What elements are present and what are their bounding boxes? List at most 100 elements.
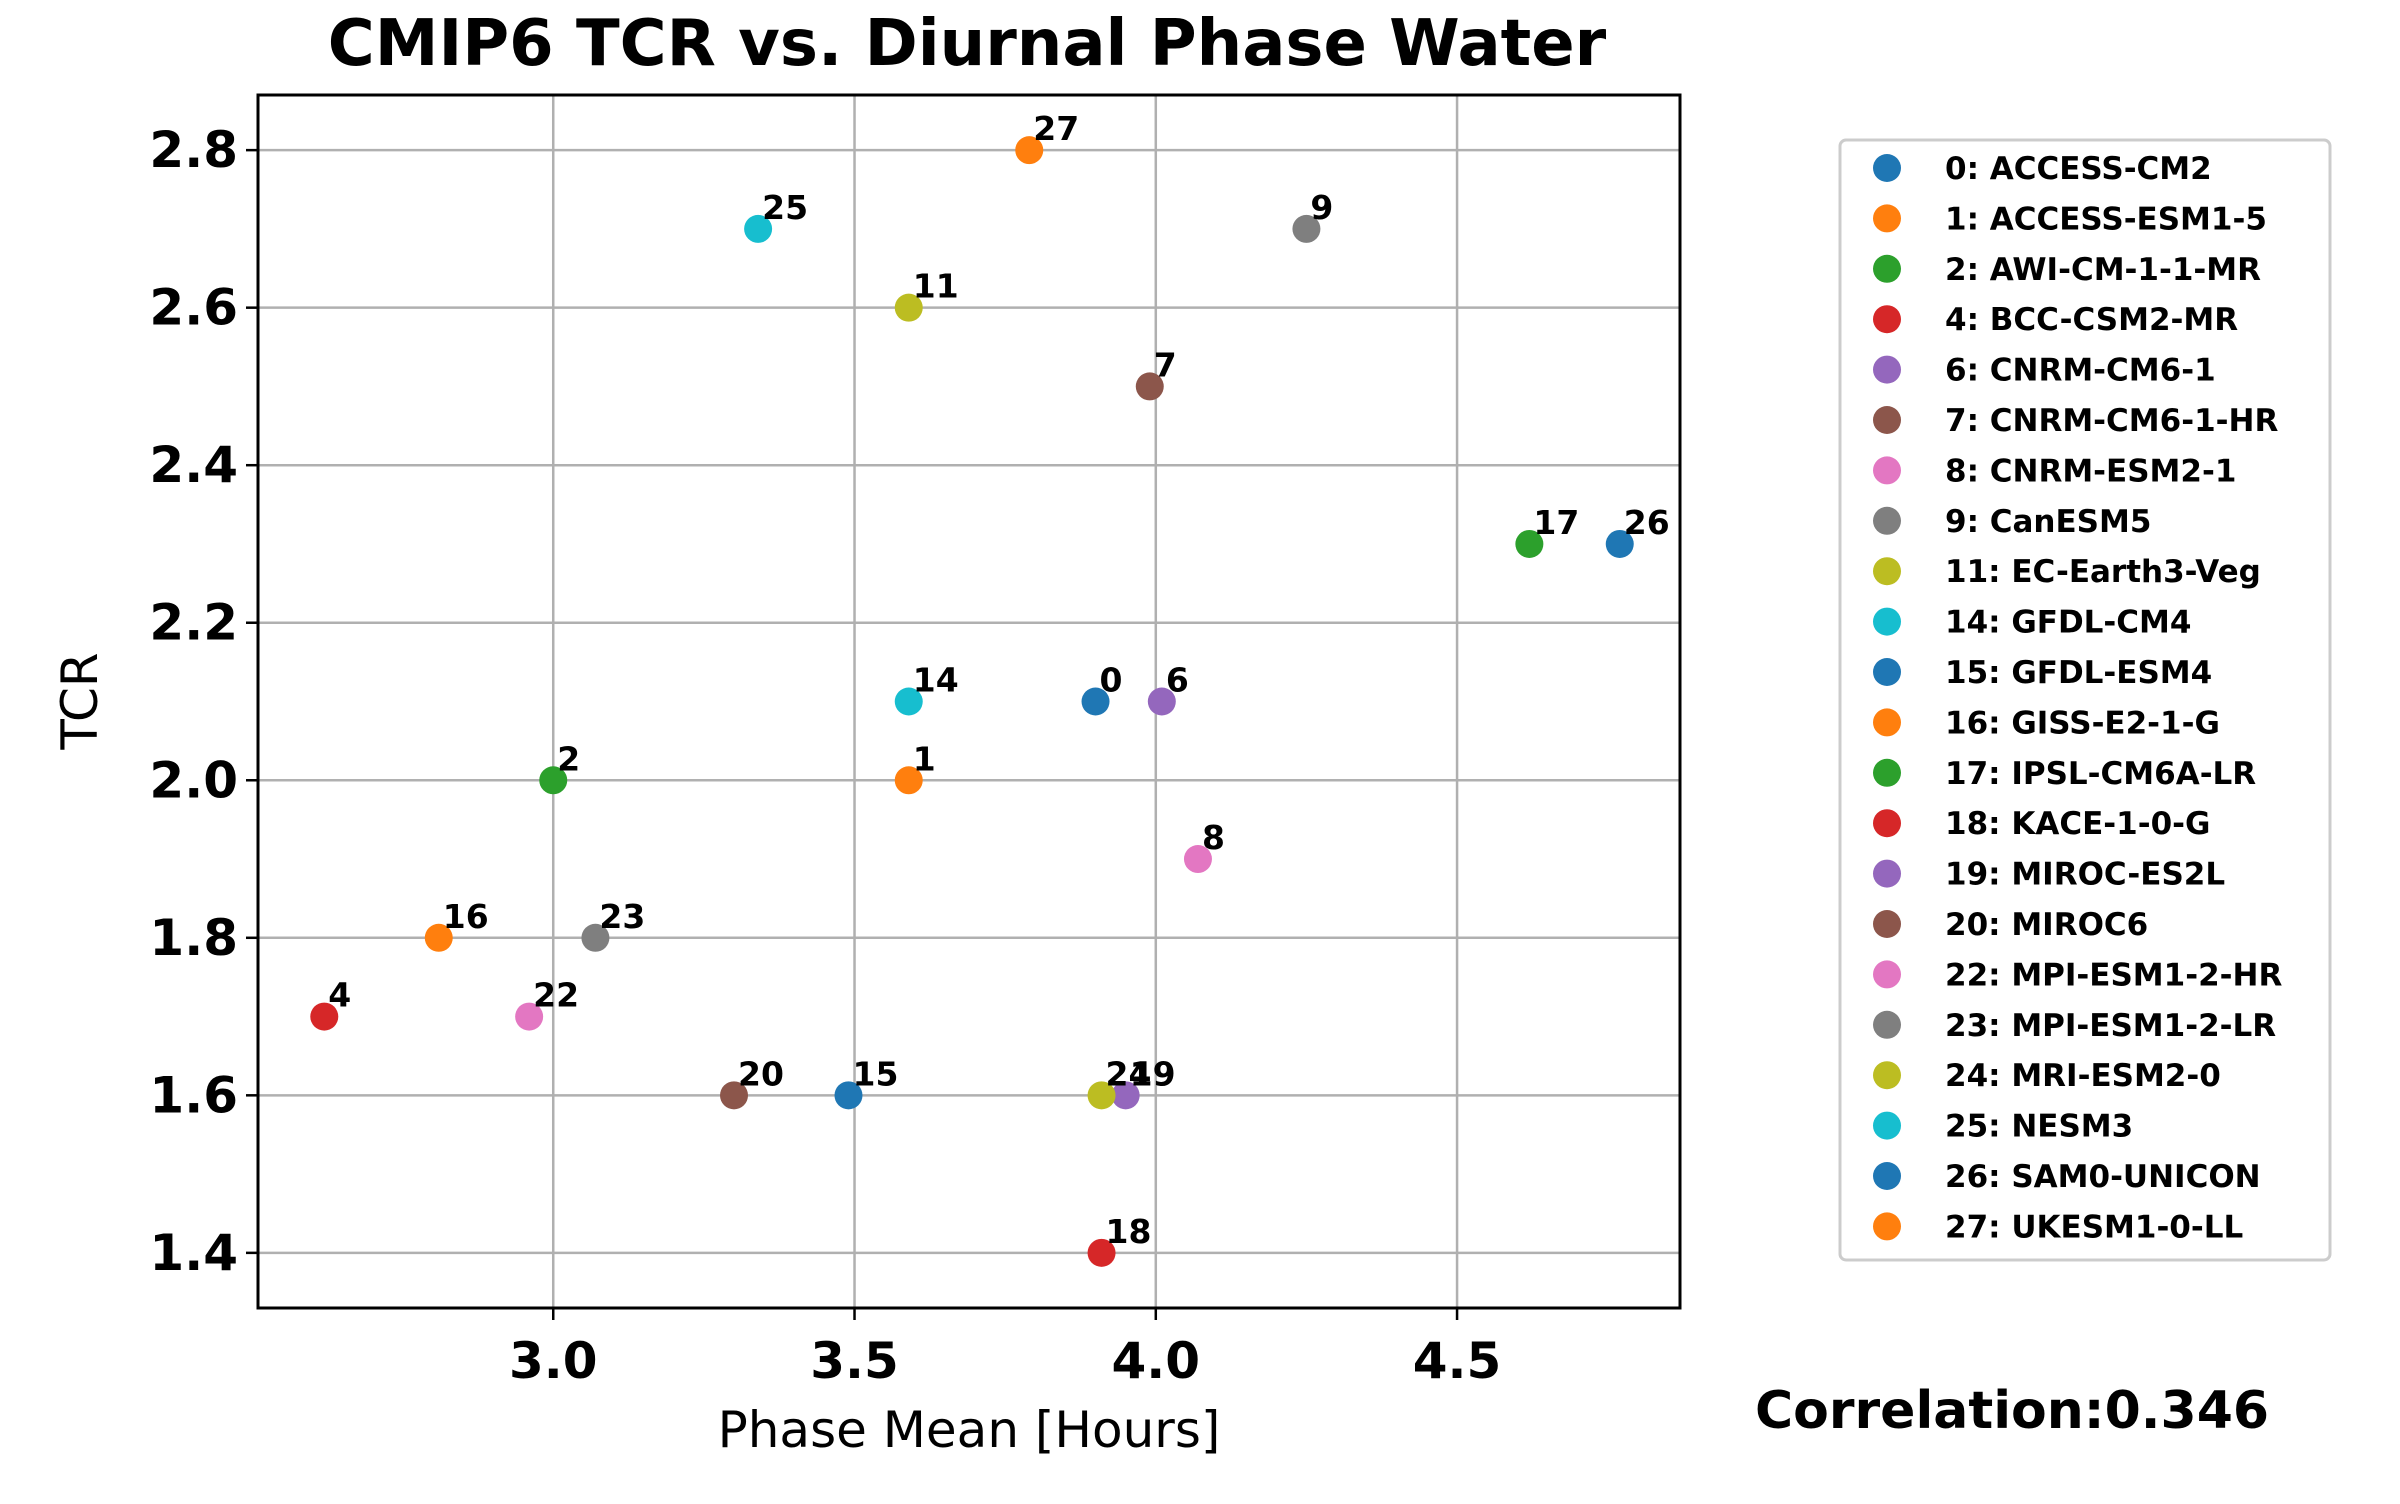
legend-marker <box>1873 658 1901 686</box>
data-point <box>539 766 568 795</box>
legend-entry: 8: CNRM-ESM2-1 <box>1945 453 2236 489</box>
data-point-label: 6 <box>1166 661 1189 700</box>
x-axis-title: Phase Mean [Hours] <box>718 1401 1221 1459</box>
y-axis-title: TCR <box>51 652 109 750</box>
data-point <box>894 687 923 716</box>
legend-entry: 17: IPSL-CM6A-LR <box>1945 756 2256 792</box>
data-point <box>1515 529 1544 558</box>
legend-entry: 11: EC-Earth3-Veg <box>1945 554 2261 590</box>
grid <box>258 95 1680 1308</box>
data-point-label: 2 <box>557 739 580 778</box>
legend-marker <box>1873 859 1901 888</box>
axis-ticks: 3.0 3.5 4.0 4.5 1.4 1.6 1.8 2.0 2.2 2.4 2.6 2.8 <box>149 121 1501 1390</box>
y-tick-label: 1.8 <box>149 909 238 967</box>
legend-entry: 7: CNRM-CM6-1-HR <box>1945 403 2278 439</box>
legend-marker <box>1873 809 1901 838</box>
data-point <box>744 214 773 243</box>
y-tick-label: 2.8 <box>149 121 238 179</box>
data-point-label: 4 <box>328 976 351 1015</box>
legend-entry: 19: MIROC-ES2L <box>1945 857 2225 893</box>
legend-entry: 0: ACCESS-CM2 <box>1945 151 2212 187</box>
data-point <box>515 1002 544 1031</box>
data-point <box>1147 687 1176 716</box>
data-point <box>1111 1081 1140 1110</box>
legend-entry: 1: ACCESS-ESM1-5 <box>1945 201 2267 237</box>
x-tick-label: 4.0 <box>1111 1332 1200 1390</box>
data-point <box>424 923 453 952</box>
data-point <box>834 1081 863 1110</box>
legend-entry: 27: UKESM1-0-LL <box>1945 1209 2243 1245</box>
data-point-label: 9 <box>1310 188 1333 227</box>
legend-entry: 20: MIROC6 <box>1945 907 2148 943</box>
x-tick-label: 3.0 <box>509 1332 598 1390</box>
legend-entry: 9: CanESM5 <box>1945 504 2151 540</box>
legend-marker <box>1873 557 1901 586</box>
data-point <box>1292 214 1321 243</box>
data-point-label: 20 <box>738 1054 784 1093</box>
data-point <box>894 766 923 795</box>
x-tick-label: 3.5 <box>810 1332 899 1390</box>
data-point <box>1087 1081 1116 1110</box>
data-point-label: 15 <box>852 1054 898 1093</box>
legend-marker <box>1873 1111 1901 1140</box>
legend-marker <box>1873 456 1901 485</box>
data-point <box>1135 372 1164 401</box>
legend-entry: 4: BCC-CSM2-MR <box>1945 302 2238 338</box>
legend-marker <box>1873 708 1901 737</box>
plot-frame <box>256 93 1682 1310</box>
data-point-label: 22 <box>533 976 579 1015</box>
data-point-label: 0 <box>1100 661 1123 700</box>
legend-marker <box>1873 355 1901 384</box>
data-point-label: 25 <box>762 188 808 227</box>
data-point-label: 24 <box>1106 1054 1152 1093</box>
legend-box <box>1838 138 2332 1262</box>
data-point <box>720 1081 749 1110</box>
data-point <box>1087 1238 1116 1267</box>
legend-marker <box>1873 1162 1901 1190</box>
legend-marker <box>1873 1212 1901 1241</box>
data-point-label: 7 <box>1154 345 1177 384</box>
legend-entry: 2: AWI-CM-1-1-MR <box>1945 252 2261 288</box>
data-point <box>581 923 610 952</box>
legend-entry: 6: CNRM-CM6-1 <box>1945 353 2216 389</box>
data-point-label: 8 <box>1202 818 1225 857</box>
data-point <box>1081 687 1110 716</box>
data-point-label: 17 <box>1533 503 1579 542</box>
y-tick-label: 1.6 <box>149 1066 238 1124</box>
data-point-label: 11 <box>913 267 959 306</box>
data-point-label: 26 <box>1624 503 1670 542</box>
legend-marker <box>1873 607 1901 636</box>
y-tick-label: 2.4 <box>149 436 238 494</box>
legend-marker <box>1873 758 1901 787</box>
x-tick-label: 4.5 <box>1413 1332 1502 1390</box>
y-tick-label: 1.4 <box>149 1224 238 1282</box>
legend-marker <box>1873 254 1901 283</box>
chart-title: CMIP6 TCR vs. Diurnal Phase Water <box>328 7 1607 81</box>
correlation-annotation: Correlation:0.346 <box>1755 1381 2269 1441</box>
legend-marker <box>1873 506 1901 535</box>
data-point <box>310 1002 339 1031</box>
legend-entry: 23: MPI-ESM1-2-LR <box>1945 1008 2276 1044</box>
legend-marker <box>1873 204 1901 233</box>
legend: 0: ACCESS-CM2 1: ACCESS-ESM1-5 2: AWI-CM-1… <box>1838 138 2332 1262</box>
legend-marker <box>1873 960 1901 989</box>
data-point-label: 14 <box>913 661 959 700</box>
data-point <box>1015 136 1044 165</box>
data-point-label: 16 <box>443 897 489 936</box>
data-point <box>894 293 923 322</box>
legend-entry: 18: KACE-1-0-G <box>1945 806 2210 842</box>
legend-entry: 26: SAM0-UNICON <box>1945 1159 2261 1195</box>
legend-entry: 15: GFDL-ESM4 <box>1945 655 2212 691</box>
data-point-label: 23 <box>599 897 645 936</box>
data-point <box>1605 529 1634 558</box>
legend-marker <box>1873 1061 1901 1090</box>
legend-marker <box>1873 305 1901 334</box>
legend-marker <box>1873 910 1901 938</box>
y-tick-label: 2.0 <box>149 751 238 809</box>
legend-entry: 14: GFDL-CM4 <box>1945 605 2191 641</box>
data-point-label: 18 <box>1106 1212 1152 1251</box>
data-point <box>1183 845 1212 874</box>
